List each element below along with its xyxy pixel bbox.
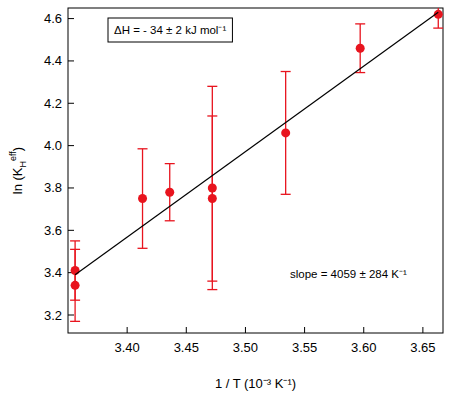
x-tick-label: 3.55 bbox=[292, 340, 317, 355]
error-bar bbox=[281, 72, 291, 195]
plot-data bbox=[70, 8, 443, 321]
x-tick-label: 3.45 bbox=[174, 340, 199, 355]
annotation: slope = 4059 ± 284 K⁻¹ bbox=[290, 268, 407, 280]
error-cap bbox=[355, 72, 365, 73]
error-bar bbox=[433, 8, 443, 28]
y-label-sup: eff bbox=[8, 151, 18, 161]
error-cap bbox=[70, 321, 80, 322]
x-tick bbox=[245, 327, 246, 333]
point bbox=[208, 183, 217, 192]
error-cap bbox=[433, 27, 443, 28]
x-tick bbox=[127, 327, 128, 333]
annotation: ΔH = - 34 ± 2 kJ mol⁻¹ bbox=[114, 24, 226, 36]
y-tick-label: 3.6 bbox=[44, 223, 62, 238]
point bbox=[356, 44, 365, 53]
point bbox=[71, 281, 80, 290]
fit-line bbox=[75, 12, 438, 275]
x-tick bbox=[363, 327, 364, 333]
point bbox=[281, 128, 290, 137]
y-tick bbox=[68, 60, 74, 61]
chart: 3.40 3.45 3.50 3.55 3.60 3.65 3.2 3.4 3.6 3.8 4.0 4… bbox=[0, 0, 458, 399]
x-tick-label: 3.50 bbox=[233, 340, 258, 355]
x-tick-label: 3.65 bbox=[410, 340, 435, 355]
y-tick bbox=[68, 145, 74, 146]
error-cap bbox=[165, 163, 175, 164]
x-tick bbox=[422, 327, 423, 333]
error-cap bbox=[70, 240, 80, 241]
x-axis-label: 1 / T (10⁻³ K⁻¹) bbox=[215, 376, 296, 391]
error-bar bbox=[138, 149, 148, 249]
y-tick-label: 4.4 bbox=[44, 53, 62, 68]
y-tick-label: 4.6 bbox=[44, 11, 62, 26]
y-tick-label: 3.4 bbox=[44, 265, 62, 280]
x-tick-label: 3.40 bbox=[114, 340, 139, 355]
error-cap bbox=[165, 220, 175, 221]
error-cap bbox=[70, 249, 80, 250]
y-tick-label: 4.2 bbox=[44, 96, 62, 111]
error-cap bbox=[355, 23, 365, 24]
y-axis-label: ln (KHeff) bbox=[8, 147, 28, 194]
x-tick bbox=[304, 327, 305, 333]
y-tick-label: 3.2 bbox=[44, 308, 62, 323]
error-cap bbox=[281, 71, 291, 72]
error-cap bbox=[207, 280, 217, 281]
error-bar bbox=[70, 249, 80, 321]
point bbox=[138, 194, 147, 203]
error-cap bbox=[207, 115, 217, 116]
annotation-box bbox=[108, 18, 232, 42]
y-tick bbox=[68, 187, 74, 188]
error-cap bbox=[207, 86, 217, 87]
x-tick-label: 3.60 bbox=[351, 340, 376, 355]
error-bar bbox=[165, 164, 175, 221]
point bbox=[208, 194, 217, 203]
y-tick bbox=[68, 103, 74, 104]
error-cap bbox=[207, 289, 217, 290]
y-tick-label: 3.8 bbox=[44, 180, 62, 195]
x-tick bbox=[186, 327, 187, 333]
error-bar bbox=[355, 24, 365, 73]
error-bar bbox=[207, 116, 217, 281]
y-tick bbox=[68, 315, 74, 316]
plot-frame bbox=[68, 8, 443, 333]
error-cap bbox=[138, 248, 148, 249]
y-tick bbox=[68, 18, 74, 19]
point bbox=[165, 188, 174, 197]
point bbox=[71, 266, 80, 275]
y-label-end: ) bbox=[10, 147, 25, 151]
y-label-main: ln (K bbox=[10, 167, 25, 194]
error-cap bbox=[281, 194, 291, 195]
y-tick bbox=[68, 230, 74, 231]
y-tick-label: 4.0 bbox=[44, 138, 62, 153]
error-cap bbox=[138, 148, 148, 149]
y-label-sub: H bbox=[18, 161, 28, 168]
error-bar bbox=[207, 86, 217, 289]
